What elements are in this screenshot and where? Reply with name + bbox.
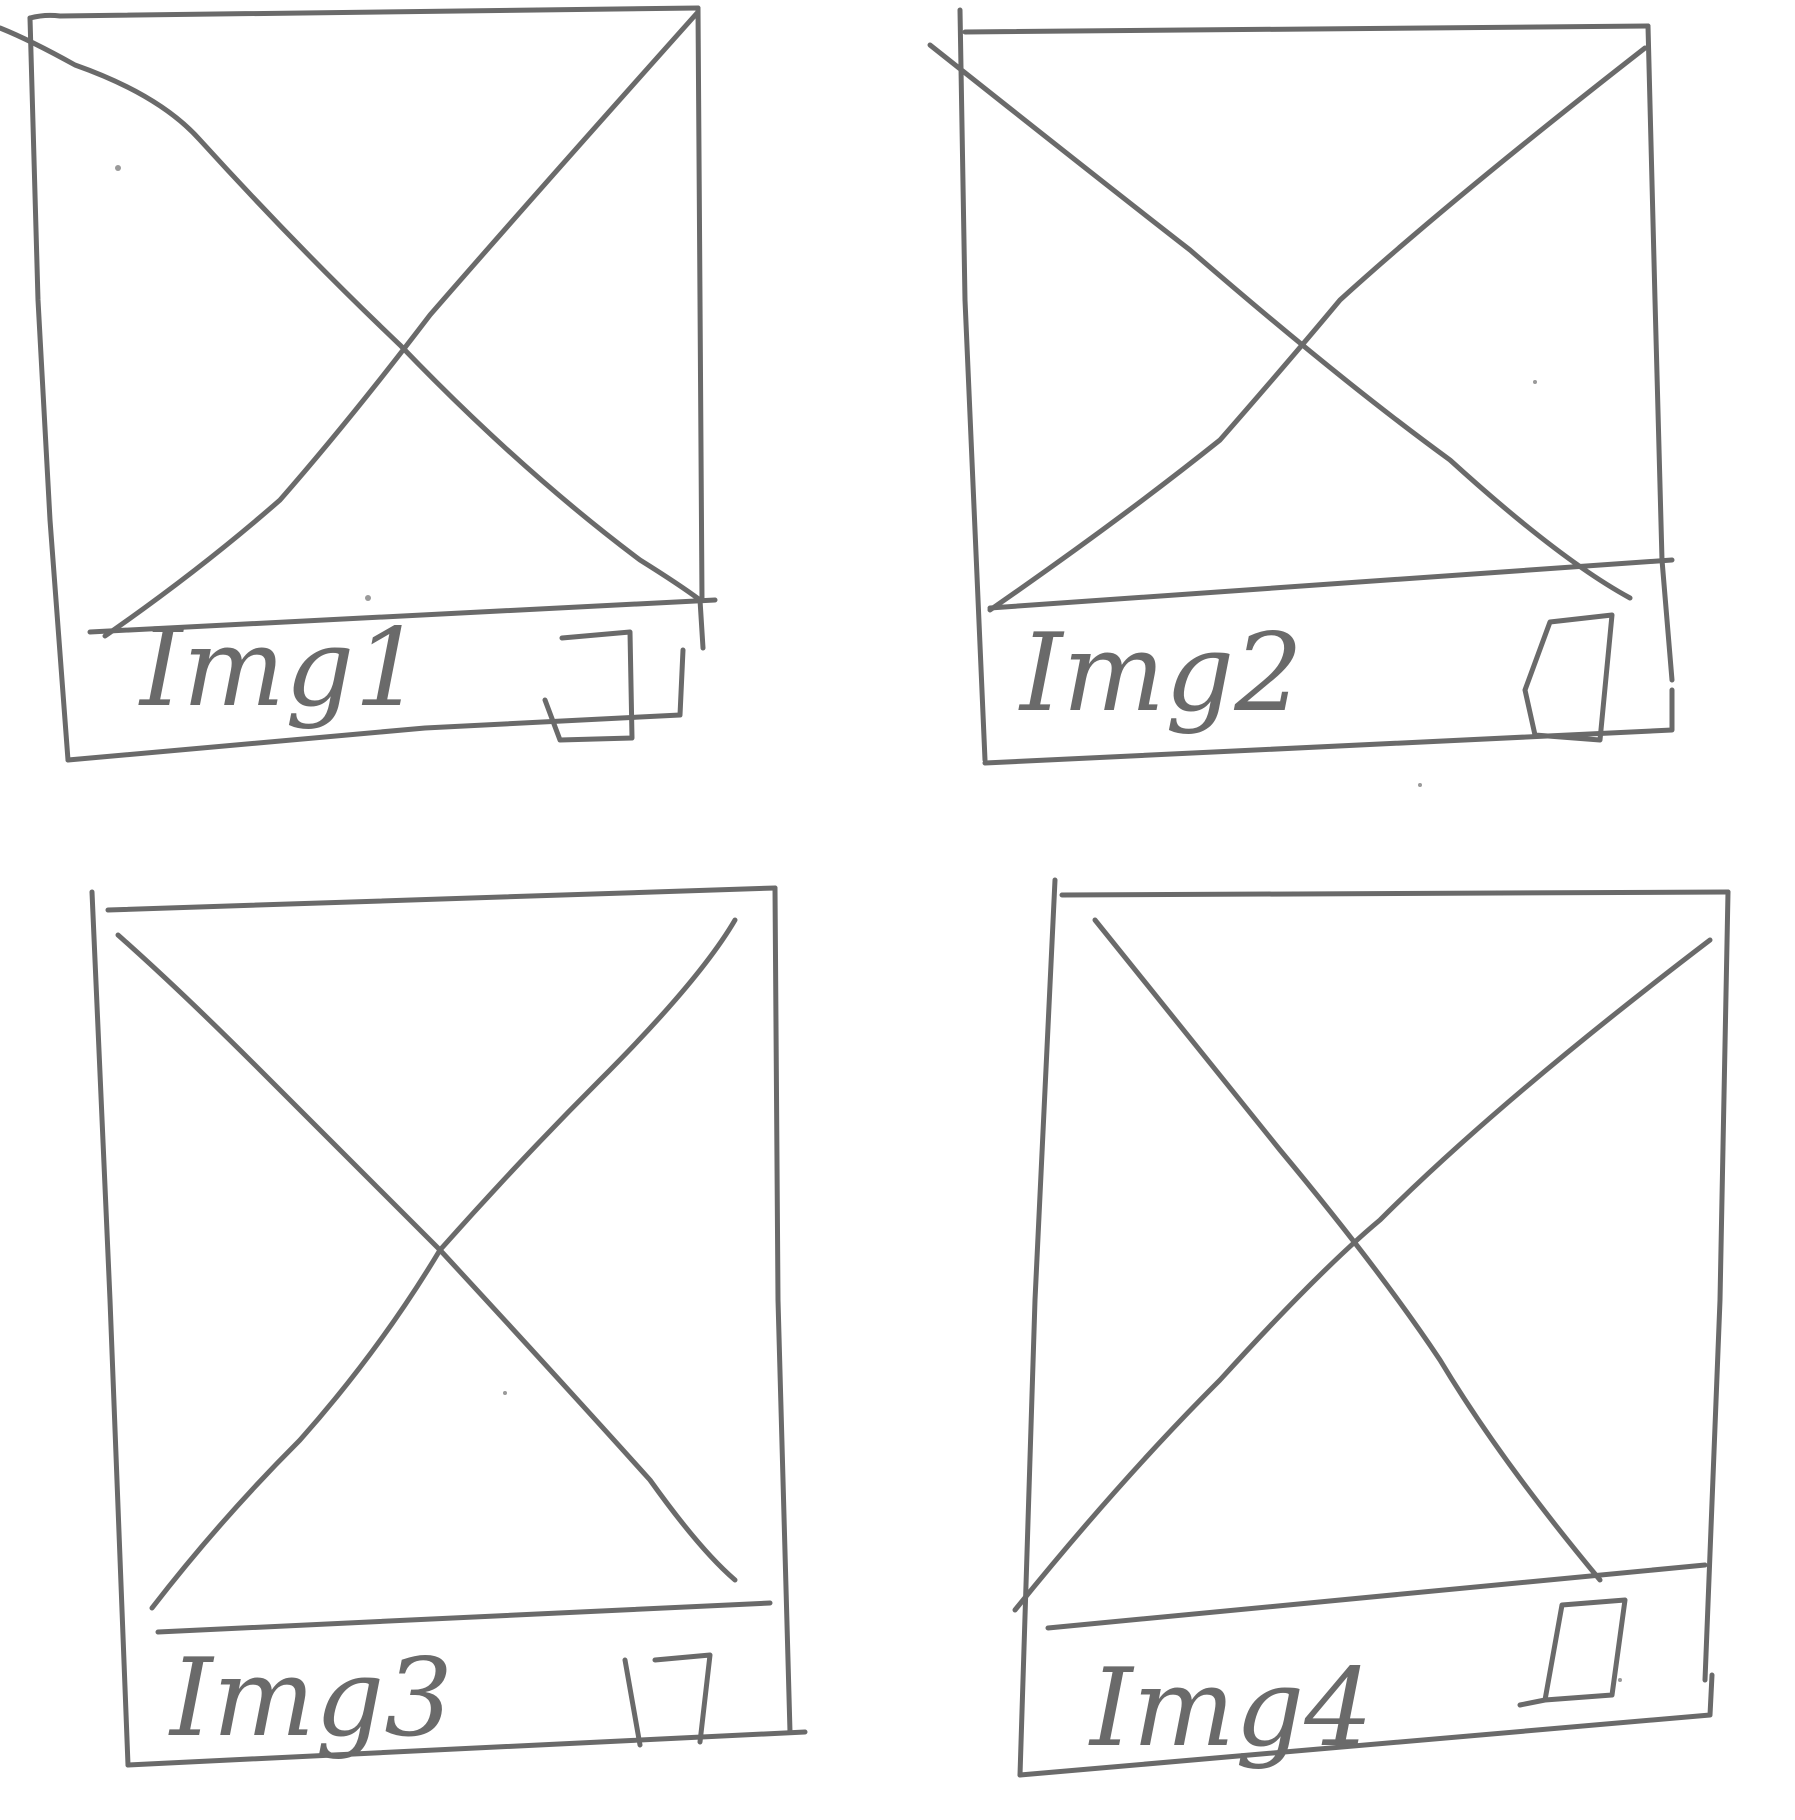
card-2-frame-left (957, 7, 988, 763)
card-3-label: Img3 (168, 1636, 453, 1761)
image-placeholder-icon (115, 917, 738, 1611)
checkbox-icon[interactable] (622, 1652, 713, 1748)
card-2-caption-divider (987, 557, 1675, 611)
card-2-frame-bottom (982, 687, 1675, 766)
card-3-frame-left (89, 889, 131, 1768)
image-placeholder-icon (1012, 917, 1713, 1613)
image-card-4[interactable]: Img4 (1012, 877, 1731, 1778)
card-2-frame-top (962, 23, 1651, 35)
card-2-label: Img2 (1018, 611, 1303, 736)
card-4-frame-left (1017, 877, 1058, 1778)
card-1-frame-top (27, 5, 701, 21)
card-3-frame-right (772, 885, 793, 1735)
card-4-frame-right (1702, 889, 1731, 1683)
card-1-label: Img1 (138, 606, 423, 731)
card-4-label: Img4 (1088, 1646, 1373, 1771)
checkbox-icon[interactable] (542, 629, 635, 743)
card-3-frame-bottom (125, 1729, 808, 1768)
card-4-caption-divider (1045, 1562, 1708, 1631)
card-4-frame-top (1059, 889, 1731, 898)
card-1-frame (27, 15, 71, 763)
card-4-frame-bottom (1017, 1672, 1715, 1778)
image-card-1[interactable]: Img1 (0, 5, 718, 763)
checkbox-icon[interactable] (1517, 1597, 1628, 1708)
image-placeholder-icon (0, 9, 703, 639)
image-card-3[interactable]: Img3 (89, 885, 808, 1768)
card-3-frame-top (105, 885, 778, 913)
card-2-frame-right (1645, 23, 1675, 683)
card-1-frame-right (695, 5, 705, 603)
card-1-caption-divider (87, 597, 718, 635)
image-card-2[interactable]: Img2 (927, 7, 1675, 766)
image-placeholder-icon (927, 42, 1648, 613)
checkbox-icon[interactable] (1522, 612, 1615, 743)
card-3-caption-divider (155, 1600, 773, 1635)
